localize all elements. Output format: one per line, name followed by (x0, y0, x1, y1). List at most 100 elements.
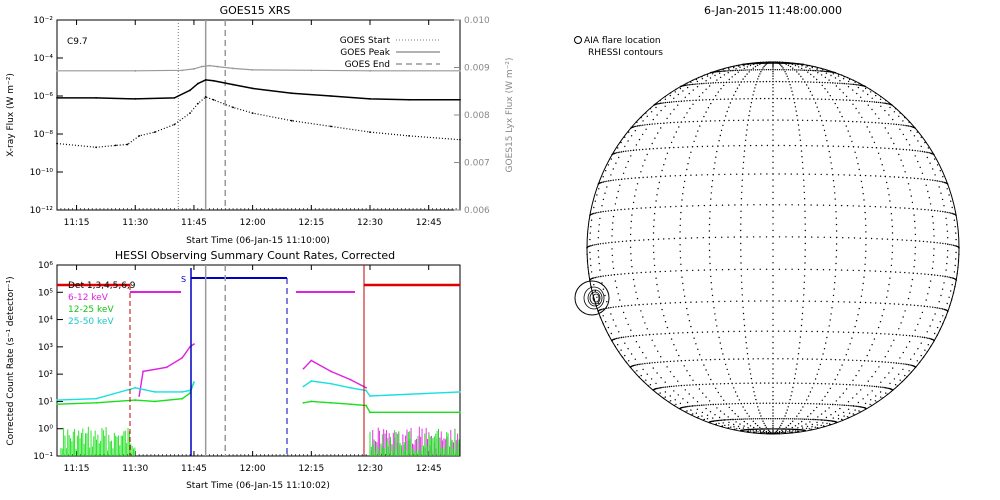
disk-grid-dot (791, 402, 793, 404)
disk-grid-dot (928, 197, 930, 199)
disk-grid-dot (725, 70, 727, 72)
disk-grid-dot (843, 415, 845, 417)
disk-grid-dot (677, 380, 679, 382)
disk-grid-dot (594, 290, 596, 292)
disk-grid-dot (789, 431, 791, 433)
disk-grid-dot (702, 237, 704, 239)
disk-grid-dot (716, 150, 718, 153)
disk-grid-dot (674, 302, 676, 304)
disk-grid-dot (763, 65, 765, 68)
disk-grid-dot (755, 431, 757, 433)
disk-grid-dot (600, 309, 602, 311)
disk-grid-dot (734, 403, 736, 405)
disk-grid-dot (733, 426, 735, 428)
disk-grid-dot (884, 302, 886, 305)
disk-grid-dot (660, 361, 662, 363)
disk-grid-dot (602, 275, 604, 277)
disk-grid-dot (888, 147, 890, 150)
disk-grid-dot (800, 330, 802, 332)
disk-grid-dot (894, 384, 897, 386)
disk-grid-dot (822, 422, 824, 424)
disk-grid-dot (825, 134, 827, 137)
disk-grid-dot (646, 115, 648, 118)
disk-grid-dot (742, 161, 745, 164)
disk-grid-dot (906, 125, 908, 127)
disk-grid-dot (913, 214, 915, 216)
disk-grid-dot (622, 336, 625, 338)
disk-grid-dot (917, 335, 919, 338)
disk-grid-dot (715, 82, 717, 84)
disk-grid-dot (905, 138, 908, 141)
disk-grid-dot (867, 121, 869, 124)
disk-grid-dot (624, 354, 626, 357)
disk-grid-dot (835, 223, 838, 226)
disk-grid-dot (867, 380, 869, 382)
disk-grid-dot (673, 375, 675, 378)
disk-grid-dot (772, 249, 774, 251)
disk-grid-dot (772, 124, 774, 126)
disk-grid-dot (828, 325, 830, 327)
disk-grid-dot (688, 393, 690, 395)
disk-grid-dot (916, 131, 918, 133)
disk-grid-dot (686, 370, 688, 372)
goes-x-tick-label: 12:15 (298, 218, 324, 228)
disk-grid-dot (842, 383, 844, 386)
disk-grid-dot (716, 383, 718, 385)
disk-grid-dot (826, 140, 828, 142)
disk-grid-dot (612, 168, 614, 170)
disk-grid-dot (946, 262, 948, 265)
disk-grid-dot (804, 402, 806, 405)
disk-grid-dot (769, 402, 771, 404)
disk-grid-dot (835, 243, 838, 245)
disk-grid-dot (761, 144, 763, 147)
disk-grid-dot (716, 98, 718, 101)
disk-grid-dot (832, 331, 834, 333)
disk-grid-dot (734, 81, 736, 83)
disk-grid-dot (942, 210, 944, 213)
disk-grid-dot (805, 98, 807, 100)
disk-grid-dot (748, 173, 750, 175)
disk-grid-dot (610, 174, 612, 176)
disk-grid-dot (914, 259, 916, 261)
disk-grid-dot (744, 69, 746, 71)
disk-grid-dot (875, 395, 877, 397)
disk-grid-dot (630, 155, 632, 157)
goes-point-short (408, 135, 411, 137)
disk-grid-dot (654, 123, 656, 125)
disk-grid-dot (615, 306, 617, 308)
disk-grid-dot (814, 300, 816, 302)
goes-y2-tick-label: 0.006 (464, 206, 490, 216)
disk-grid-dot (708, 243, 711, 245)
disk-grid-dot (894, 271, 897, 273)
disk-grid-dot (797, 382, 799, 384)
disk-grid-dot (632, 149, 635, 151)
disk-grid-dot (680, 263, 682, 265)
disk-grid-dot (912, 208, 914, 210)
disk-grid-dot (632, 335, 635, 337)
disk-grid-dot (664, 302, 667, 304)
disk-grid-dot (834, 204, 837, 207)
disk-grid-dot (720, 70, 723, 73)
disk-grid-dot (809, 90, 812, 93)
disk-grid-dot (613, 209, 616, 211)
disk-grid-dot (780, 382, 782, 384)
disk-grid-dot (622, 172, 625, 174)
disk-grid-dot (819, 70, 821, 72)
disk-grid-dot (755, 382, 758, 384)
hessi-y-tick-label: 10¹ (38, 397, 53, 407)
disk-grid-dot (711, 294, 714, 297)
disk-grid-dot (610, 306, 612, 309)
disk-grid-dot (761, 418, 763, 420)
disk-grid-dot (837, 414, 840, 416)
disk-grid-dot (807, 87, 810, 89)
disk-grid-dot (721, 204, 724, 206)
disk-grid-dot (756, 424, 759, 427)
disk-grid-dot (727, 98, 729, 100)
goes-point-short (138, 135, 141, 137)
disk-grid-dot (620, 273, 622, 275)
disk-grid-dot (728, 70, 730, 72)
disk-grid-dot (739, 66, 741, 68)
disk-grid-dot (746, 124, 749, 126)
disk-grid-dot (717, 419, 719, 422)
disk-grid-dot (675, 270, 677, 272)
